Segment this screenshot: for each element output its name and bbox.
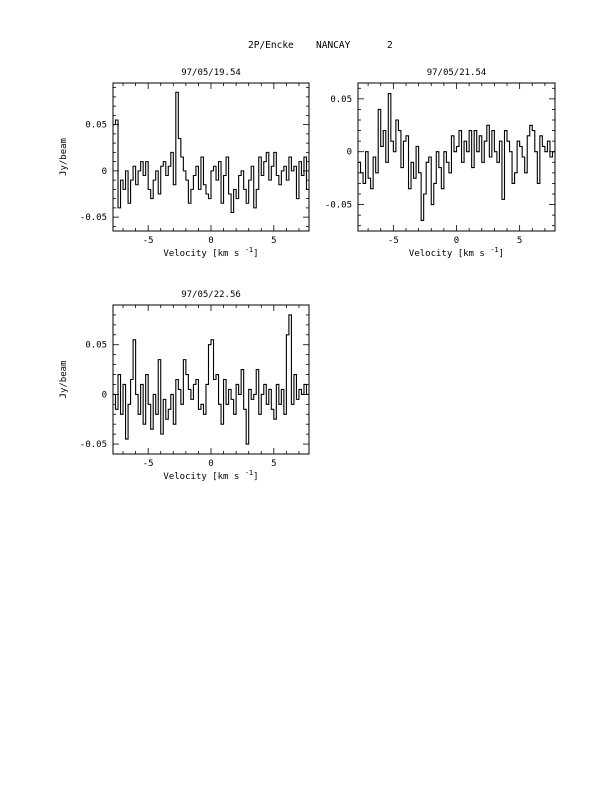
x-axis-label-main: Velocity [km s (409, 249, 490, 259)
y-axis-label: Jy/beam (59, 361, 69, 399)
y-tick-label: -0.05 (325, 201, 352, 211)
x-axis-label-exponent: -1 (490, 246, 498, 254)
y-tick-label: 0 (347, 148, 352, 158)
x-axis-label-end: ] (253, 472, 258, 482)
spectrum-panel-2: 97/05/21.54 -5 0 5 -0.05 0 0.05 Velocity [km s … (325, 68, 556, 259)
x-tick-label: 0 (208, 236, 213, 246)
x-axis-label-end: ] (499, 249, 504, 259)
y-tick-label: 0 (102, 167, 107, 177)
y-axis-label: Jy/beam (59, 138, 69, 176)
x-axis-label-main: Velocity [km s (163, 472, 244, 482)
spectrum-panel-3: 97/05/22.56 -5 0 5 -0.05 0 0.05 Velocity [km s … (59, 290, 310, 482)
panel-title: 97/05/22.56 (181, 290, 241, 300)
spectrum-line (358, 93, 555, 221)
y-tick-label: -0.05 (80, 440, 107, 450)
x-tick-label: 5 (517, 236, 522, 246)
x-axis-label-exponent: -1 (245, 469, 253, 477)
x-tick-label: 5 (271, 236, 276, 246)
x-axis-label-main: Velocity [km s (163, 249, 244, 259)
x-tick-label: 0 (454, 236, 459, 246)
y-tick-label: 0.05 (85, 341, 107, 351)
page-title-site: NANCAY (316, 40, 351, 51)
spectrum-panel-1: 97/05/19.54 -5 0 5 -0.05 0 0.05 Velocity [km s … (59, 68, 310, 259)
plot-frame (357, 82, 556, 232)
y-tick-label: 0.05 (330, 95, 352, 105)
spectrum-line (113, 314, 309, 445)
spectrum-line (113, 91, 309, 214)
y-tick-label: 0 (102, 390, 107, 400)
page-title-object: 2P/Encke (248, 40, 294, 51)
x-axis-label: Velocity [km s -1] (163, 469, 258, 482)
x-axis-label-end: ] (253, 249, 258, 259)
x-axis-label: Velocity [km s -1] (409, 246, 504, 259)
panel-title: 97/05/19.54 (181, 68, 241, 78)
x-tick-label: -5 (143, 459, 154, 469)
plot-frame (112, 304, 310, 455)
x-tick-label: 5 (271, 459, 276, 469)
x-tick-label: -5 (388, 236, 399, 246)
x-axis-label: Velocity [km s -1] (163, 246, 258, 259)
x-tick-label: 0 (208, 459, 213, 469)
y-tick-label: -0.05 (80, 213, 107, 223)
page-title-number: 2 (387, 40, 393, 51)
y-tick-label: 0.05 (85, 121, 107, 131)
x-axis-label-exponent: -1 (245, 246, 253, 254)
x-tick-label: -5 (143, 236, 154, 246)
plot-frame (112, 82, 310, 232)
panel-title: 97/05/21.54 (427, 68, 487, 78)
